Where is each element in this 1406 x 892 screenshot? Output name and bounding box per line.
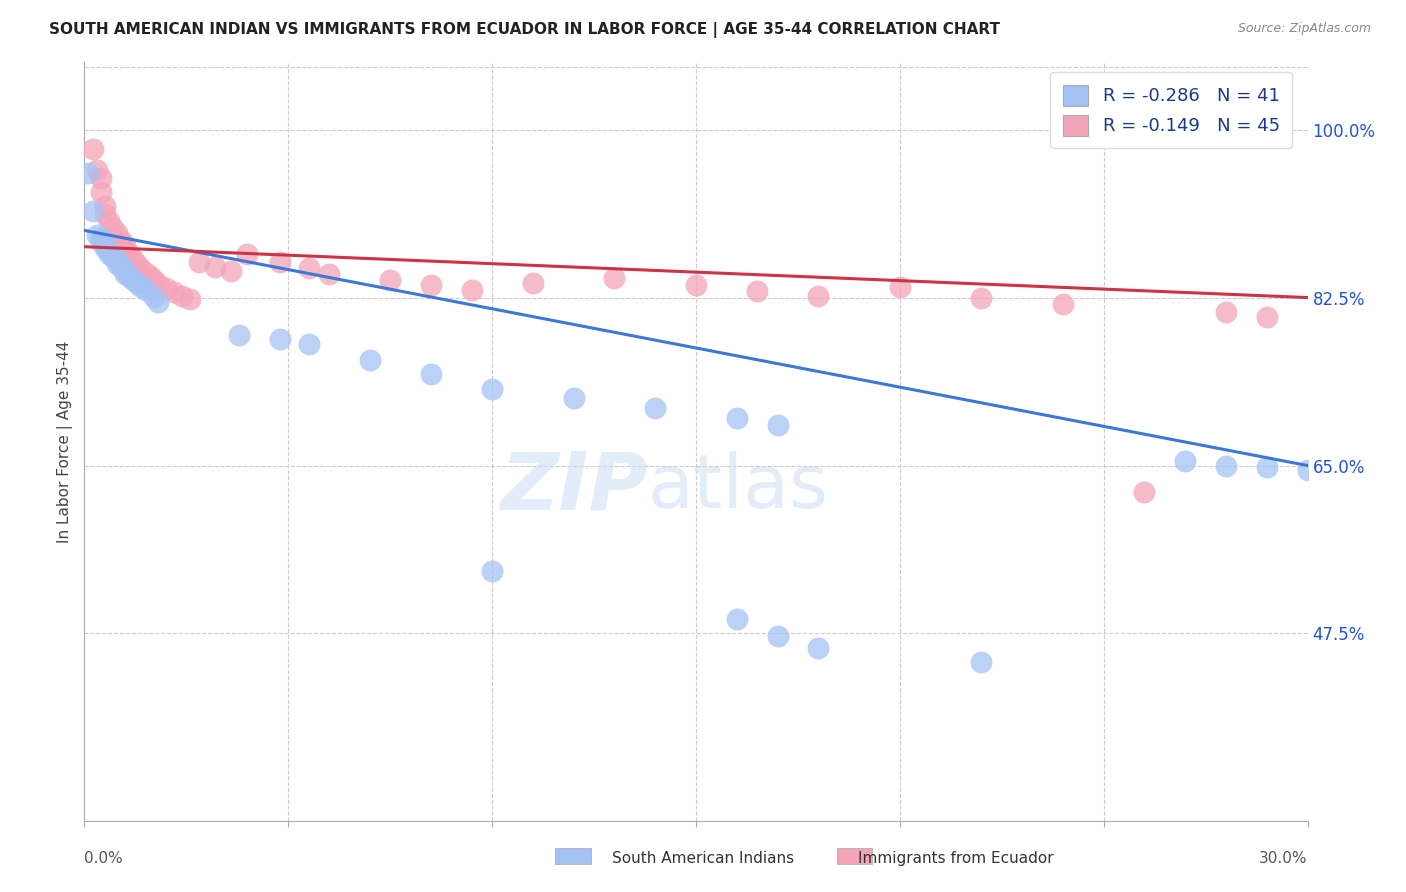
Point xyxy=(359,353,381,368)
Point xyxy=(970,291,993,305)
Point xyxy=(101,250,124,264)
Point xyxy=(86,163,108,178)
Point xyxy=(155,281,177,295)
Point xyxy=(380,273,402,287)
Point xyxy=(298,260,321,275)
Point xyxy=(146,277,169,292)
Point xyxy=(146,295,169,310)
Point xyxy=(93,199,115,213)
Point xyxy=(127,276,149,290)
Point xyxy=(1052,297,1074,311)
Point xyxy=(114,237,136,252)
Point xyxy=(118,247,141,261)
Point xyxy=(179,293,201,307)
Point xyxy=(90,170,112,185)
Point xyxy=(118,269,141,284)
Point xyxy=(603,271,626,285)
Point xyxy=(138,269,160,284)
Text: Source: ZipAtlas.com: Source: ZipAtlas.com xyxy=(1237,22,1371,36)
Point xyxy=(131,261,153,276)
Point xyxy=(685,278,707,293)
Text: ZIP: ZIP xyxy=(499,448,647,526)
Point xyxy=(298,336,321,351)
Text: atlas: atlas xyxy=(647,450,828,524)
Point xyxy=(97,244,120,258)
Point xyxy=(90,185,112,199)
Point xyxy=(725,410,748,425)
Point xyxy=(269,255,291,269)
Point xyxy=(1215,458,1237,473)
Point xyxy=(522,276,544,290)
Point xyxy=(114,263,136,277)
Point xyxy=(228,328,250,343)
Point xyxy=(725,612,748,626)
Point xyxy=(105,257,128,271)
Point xyxy=(644,401,666,415)
Point xyxy=(236,247,259,261)
Point xyxy=(93,241,115,255)
Point xyxy=(461,283,484,297)
Point xyxy=(562,392,585,406)
Point xyxy=(77,166,100,180)
Point xyxy=(135,283,157,297)
Point xyxy=(172,288,194,302)
Text: 0.0%: 0.0% xyxy=(84,851,124,866)
Point xyxy=(90,235,112,249)
Point xyxy=(163,285,186,299)
Point xyxy=(481,382,503,396)
Point xyxy=(101,220,124,235)
Text: 30.0%: 30.0% xyxy=(1260,851,1308,866)
Legend: R = -0.286   N = 41, R = -0.149   N = 45: R = -0.286 N = 41, R = -0.149 N = 45 xyxy=(1050,72,1292,148)
Text: South American Indians: South American Indians xyxy=(612,851,794,865)
Point xyxy=(318,267,340,281)
Point xyxy=(114,267,136,281)
Text: SOUTH AMERICAN INDIAN VS IMMIGRANTS FROM ECUADOR IN LABOR FORCE | AGE 35-44 CORR: SOUTH AMERICAN INDIAN VS IMMIGRANTS FROM… xyxy=(49,22,1000,38)
Point xyxy=(131,280,153,294)
Point xyxy=(142,273,165,287)
Point xyxy=(970,655,993,669)
Point xyxy=(204,260,226,274)
Point xyxy=(1174,454,1197,468)
Point xyxy=(97,214,120,228)
Point xyxy=(187,255,209,269)
Point xyxy=(269,332,291,346)
Point xyxy=(889,280,911,294)
Point xyxy=(747,284,769,298)
Point xyxy=(1256,460,1278,475)
Point xyxy=(766,629,789,643)
Point xyxy=(93,237,115,252)
Point xyxy=(122,252,145,267)
Point xyxy=(219,263,242,277)
Point xyxy=(82,204,104,219)
Point xyxy=(93,207,115,221)
Point xyxy=(807,288,830,302)
Point xyxy=(105,227,128,241)
Point xyxy=(127,257,149,271)
Text: Immigrants from Ecuador: Immigrants from Ecuador xyxy=(858,851,1054,865)
Y-axis label: In Labor Force | Age 35-44: In Labor Force | Age 35-44 xyxy=(58,341,73,542)
Point xyxy=(1215,305,1237,319)
Point xyxy=(135,266,157,280)
Point xyxy=(766,418,789,433)
Point xyxy=(481,564,503,578)
Point xyxy=(1256,310,1278,324)
Point xyxy=(1296,463,1319,477)
Point xyxy=(114,243,136,257)
Point xyxy=(82,142,104,156)
Point xyxy=(105,253,128,268)
Point xyxy=(420,278,443,293)
Point xyxy=(97,247,120,261)
Point xyxy=(420,368,443,382)
Point xyxy=(90,231,112,245)
Point xyxy=(86,228,108,243)
Point xyxy=(1133,485,1156,500)
Point xyxy=(110,260,132,274)
Point xyxy=(122,273,145,287)
Point xyxy=(142,290,165,304)
Point xyxy=(807,640,830,655)
Point xyxy=(110,233,132,247)
